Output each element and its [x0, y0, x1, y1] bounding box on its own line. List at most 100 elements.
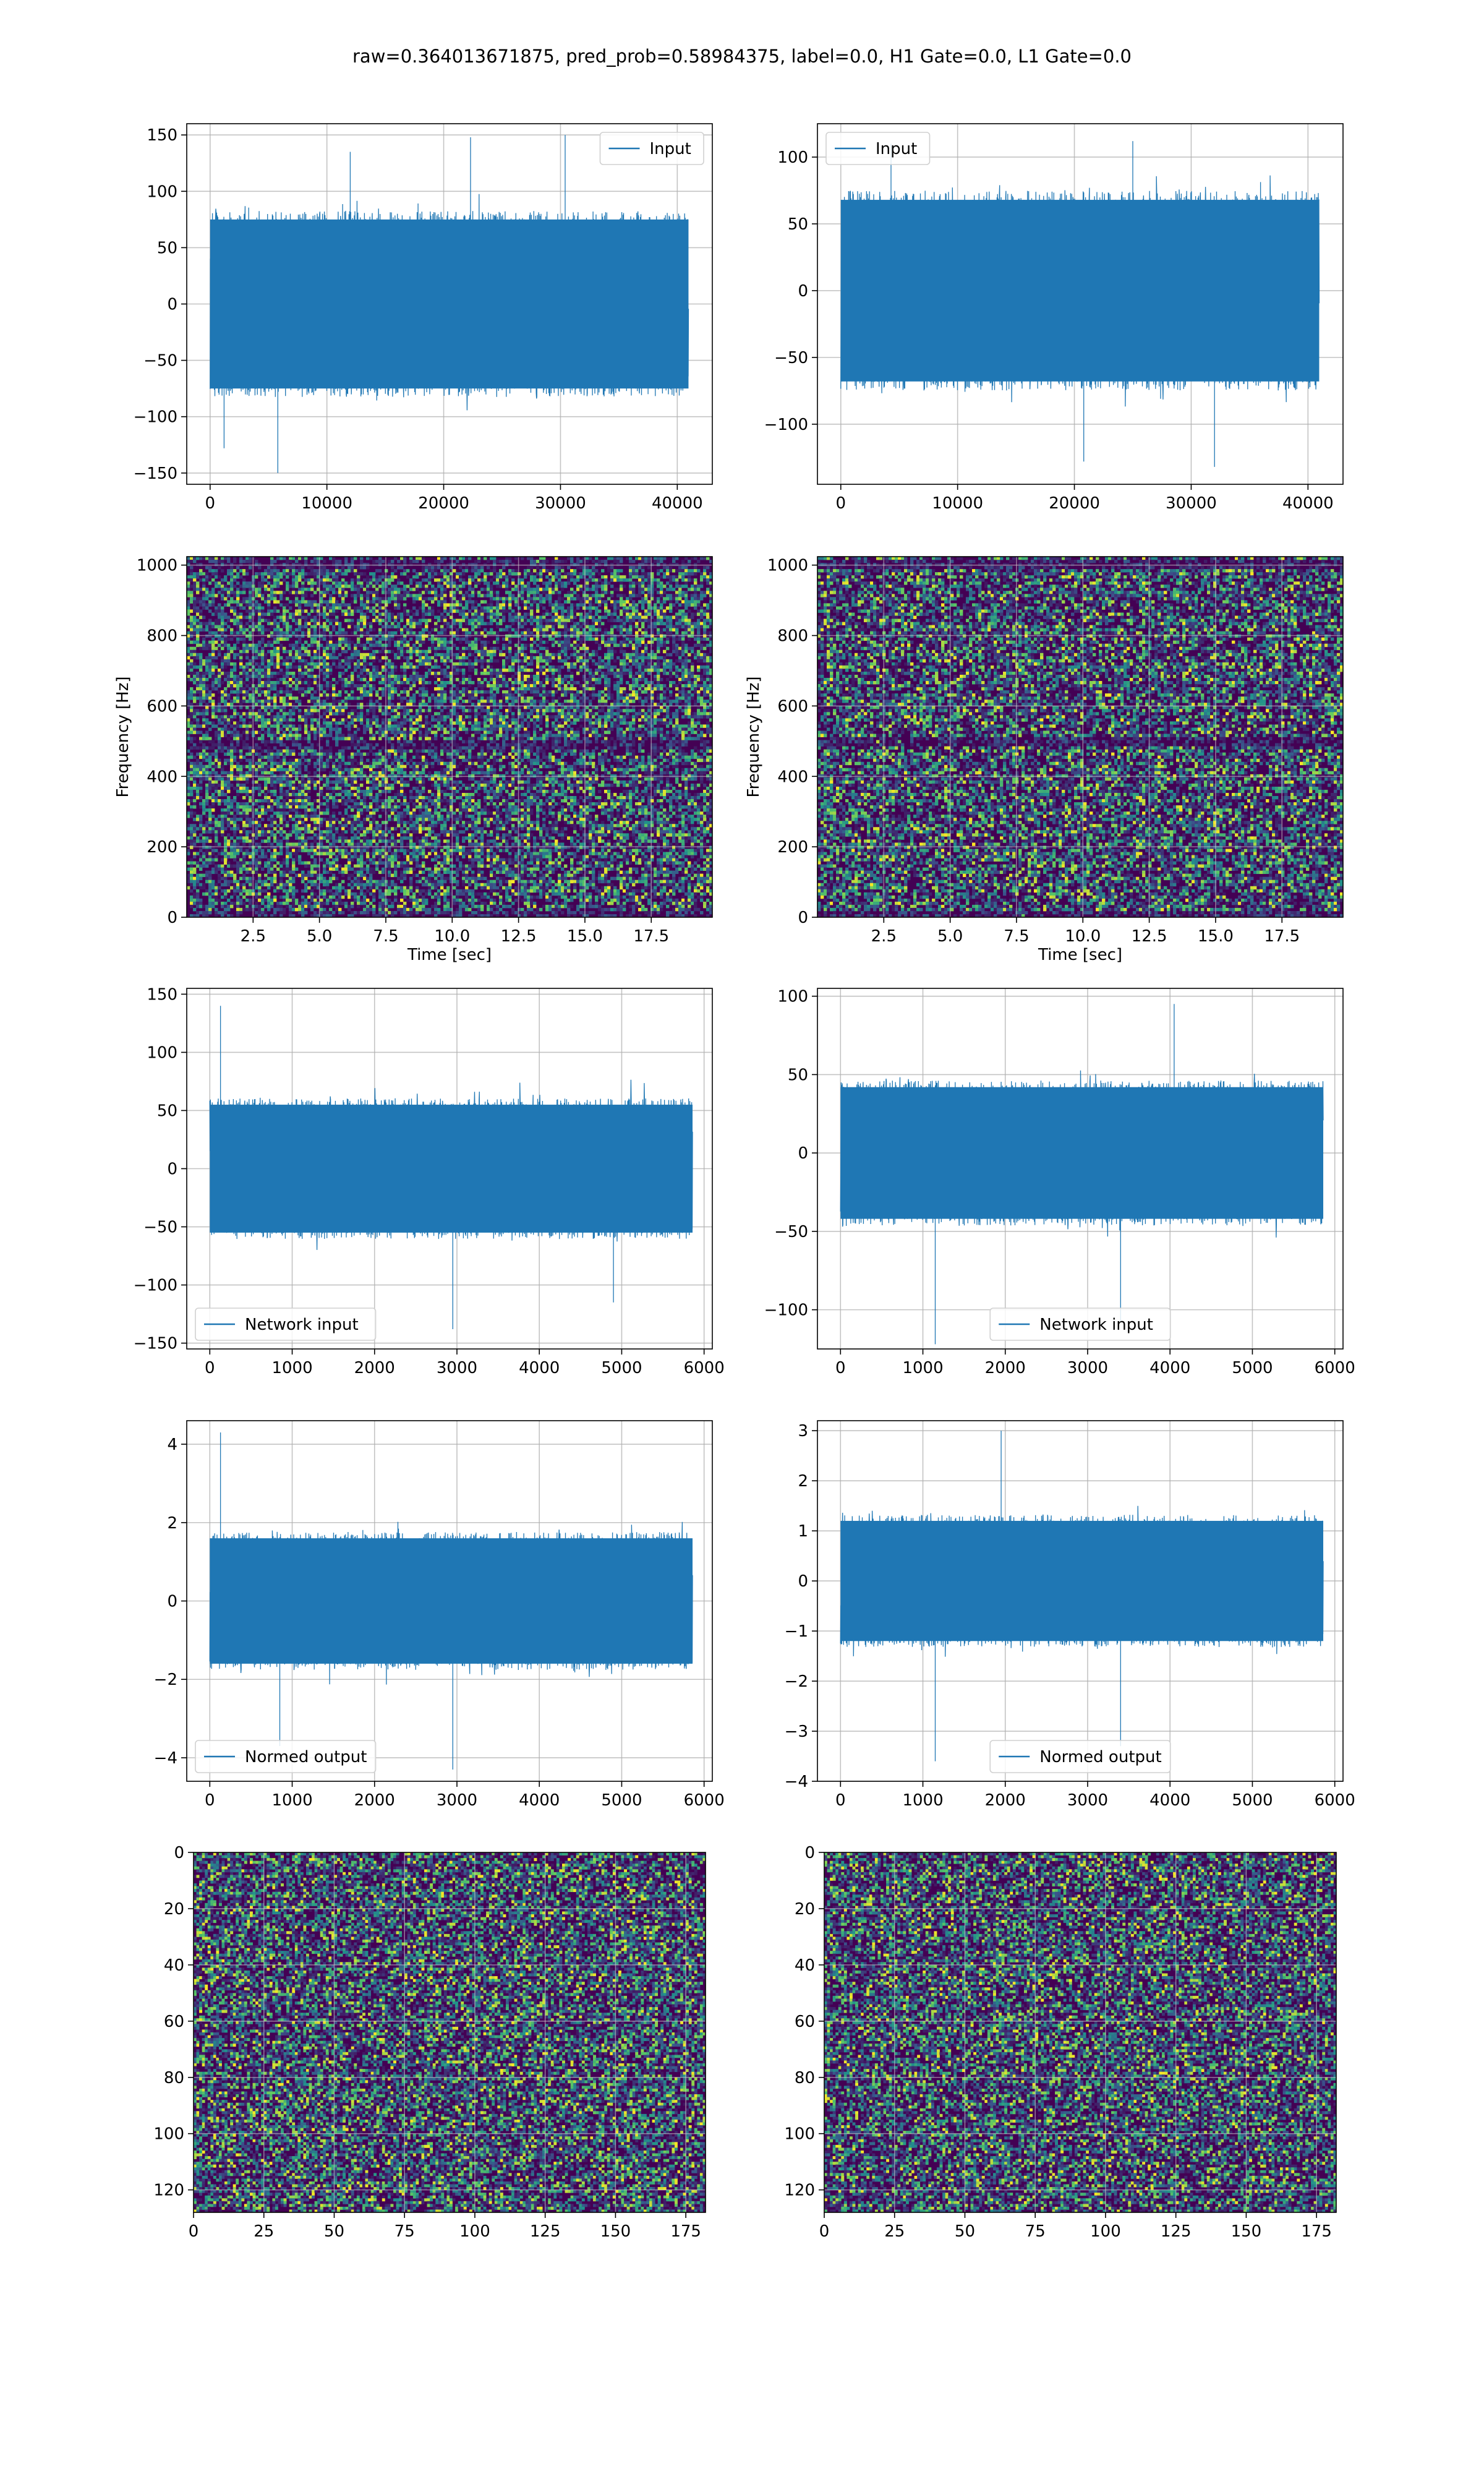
- l1-normed-output-ytick-label: −3: [785, 1723, 808, 1741]
- l1-network-input-xtick-label: 3000: [1067, 1359, 1108, 1377]
- h1-input-ytick-label: 50: [157, 239, 177, 257]
- h1-input-xtick-label: 10000: [301, 494, 352, 513]
- h1-spectrogram-xtick-label: 17.5: [633, 927, 669, 946]
- h1-normed-output-xtick-label: 6000: [684, 1791, 725, 1810]
- h1-input-ytick-label: −100: [134, 408, 177, 427]
- h1-normed-output-xtick-label: 1000: [271, 1791, 312, 1810]
- l1-normed-output-xtick-label: 5000: [1232, 1791, 1273, 1810]
- h1-spectrogram-ytick-label: 400: [147, 768, 177, 786]
- l1-network-input-axes: 0 1000 2000 3000 4000 5000 6000 −100 −50 0 50 100 Ne…: [764, 988, 1355, 1377]
- h1-image-ytick-label: 100: [153, 2125, 184, 2144]
- l1-input-ytick-label: 50: [788, 215, 808, 234]
- h1-normed-output-legend-label: Normed output: [245, 1748, 367, 1766]
- l1-normed-output-xtick-label: 2000: [985, 1791, 1026, 1810]
- h1-network-input-series-core: [210, 1105, 693, 1233]
- h1-image-ytick-label: 20: [164, 1900, 184, 1919]
- l1-input-axes: 0 10000 20000 30000 40000 −100 −50 0 50 100 Input: [764, 123, 1344, 513]
- h1-network-input-xtick-label: 6000: [684, 1359, 725, 1377]
- h1-network-input-xtick-label: 2000: [354, 1359, 395, 1377]
- h1-spectrogram-xtick-label: 10.0: [434, 927, 470, 946]
- l1-image-xtick-label: 0: [819, 2222, 830, 2241]
- l1-normed-output-axes: 0 1000 2000 3000 4000 5000 6000 −4 −3 −2 −1 0 1 2 3 Nor…: [785, 1420, 1355, 1810]
- l1-network-input-xtick-label: 1000: [902, 1359, 943, 1377]
- l1-input-xtick-label: 30000: [1166, 494, 1217, 513]
- h1-normed-output-xtick-label: 4000: [519, 1791, 560, 1810]
- h1-spectrogram-ytick-label: 1000: [137, 557, 177, 575]
- l1-spectrogram-grid: [817, 557, 1343, 917]
- l1-image-xtick-label: 50: [955, 2222, 975, 2241]
- h1-spectrogram-ytick-label: 0: [167, 909, 177, 927]
- h1-network-input-xtick-label: 1000: [271, 1359, 312, 1377]
- h1-input-series-core: [210, 219, 689, 389]
- h1-input-legend-label: Input: [650, 140, 691, 158]
- h1-normed-output-xtick-label: 5000: [601, 1791, 642, 1810]
- l1-image-ytick-label: 20: [795, 1900, 815, 1919]
- l1-image-ytick-label: 80: [795, 2069, 815, 2087]
- h1-network-input-ytick-label: −50: [143, 1218, 177, 1237]
- l1-network-input-xtick-label: 4000: [1149, 1359, 1190, 1377]
- h1-image-ytick-label: 0: [174, 1844, 184, 1862]
- l1-image-xtick-label: 125: [1161, 2222, 1192, 2241]
- h1-image-frame: [193, 1852, 706, 2213]
- h1-network-input-ytick-label: −150: [134, 1335, 177, 1353]
- l1-spectrogram-heatmap-cells: [817, 557, 1343, 917]
- h1-network-input-ytick-label: −100: [134, 1277, 177, 1295]
- h1-network-input-legend: Network input: [195, 1308, 377, 1341]
- h1-image-ytick-label: 60: [164, 2013, 184, 2031]
- h1-normed-output-axes: 0 1000 2000 3000 4000 5000 6000 −4 −2 0 2 4 Normed o…: [154, 1420, 725, 1810]
- l1-spectrogram-frame: [817, 556, 1344, 918]
- l1-input-legend: Input: [825, 132, 931, 165]
- l1-input-frame: [817, 123, 1344, 485]
- l1-normed-output-ytick-label: 3: [798, 1422, 808, 1440]
- l1-normed-output-ytick-label: −1: [785, 1622, 808, 1641]
- h1-spectrogram-xtick-label: 2.5: [241, 927, 266, 946]
- l1-normed-output-xtick-label: 1000: [902, 1791, 943, 1810]
- h1-spectrogram-ytick-label: 800: [147, 627, 177, 646]
- l1-spectrogram-xtick-label: 2.5: [871, 927, 897, 946]
- h1-spectrogram-frame: [186, 556, 713, 918]
- l1-network-input-frame: [817, 988, 1344, 1350]
- h1-image-xtick-label: 25: [254, 2222, 274, 2241]
- h1-input-ytick-label: −50: [143, 352, 177, 370]
- l1-spectrogram-xtick-label: 10.0: [1065, 927, 1101, 946]
- l1-normed-output-frame: [817, 1420, 1344, 1782]
- h1-input-xtick-label: 20000: [418, 494, 469, 513]
- l1-spectrogram-ytick-label: 600: [777, 697, 808, 716]
- h1-spectrogram-xtick-label: 5.0: [307, 927, 332, 946]
- l1-image-xtick-label: 175: [1301, 2222, 1332, 2241]
- h1-normed-output-ytick-label: −2: [154, 1671, 177, 1689]
- l1-network-input-xtick-label: 2000: [985, 1359, 1026, 1377]
- h1-input-legend: Input: [599, 132, 704, 165]
- h1-image-xtick-label: 100: [459, 2222, 490, 2241]
- l1-normed-output-series-core: [840, 1520, 1324, 1641]
- l1-normed-output-xtick-label: 4000: [1149, 1791, 1190, 1810]
- h1-spectrogram-xtick-label: 15.0: [567, 927, 603, 946]
- h1-image-ytick-label: 120: [153, 2181, 184, 2200]
- l1-input-ytick-label: −50: [774, 349, 808, 367]
- h1-input-xtick-label: 30000: [535, 494, 586, 513]
- l1-input-legend-label: Input: [876, 140, 917, 158]
- l1-image-xtick-label: 100: [1090, 2222, 1121, 2241]
- h1-normed-output-ytick-label: 0: [167, 1593, 177, 1611]
- h1-spectrogram-heatmap-cells: [187, 557, 712, 917]
- l1-network-input-ytick-label: 50: [788, 1066, 808, 1084]
- l1-network-input-ytick-label: 100: [777, 988, 808, 1006]
- l1-spectrogram-xlabel: Time [sec]: [1038, 946, 1122, 964]
- l1-input-ytick-label: 0: [798, 282, 808, 301]
- h1-input-ytick-label: 150: [147, 126, 177, 145]
- h1-network-input-ytick-label: 0: [167, 1160, 177, 1179]
- l1-spectrogram-ytick-label: 200: [777, 838, 808, 857]
- h1-spectrogram-ytick-label: 200: [147, 838, 177, 857]
- h1-spectrogram-xlabel: Time [sec]: [407, 946, 492, 964]
- h1-input-axes: 0 10000 20000 30000 40000 −150 −100 −50 0 50 100 15…: [134, 123, 713, 513]
- h1-network-input-ytick-label: 150: [147, 985, 177, 1004]
- h1-network-input-xtick-label: 0: [205, 1359, 215, 1377]
- l1-normed-output-ytick-label: 1: [798, 1522, 808, 1541]
- l1-normed-output-ytick-label: 2: [798, 1472, 808, 1491]
- h1-spectrogram-xtick-label: 7.5: [373, 927, 398, 946]
- l1-input-ytick-label: −100: [764, 416, 808, 434]
- l1-normed-output-xtick-label: 6000: [1315, 1791, 1355, 1810]
- l1-spectrogram-ytick-label: 800: [777, 627, 808, 646]
- l1-image-heatmap-cells: [824, 1852, 1336, 2212]
